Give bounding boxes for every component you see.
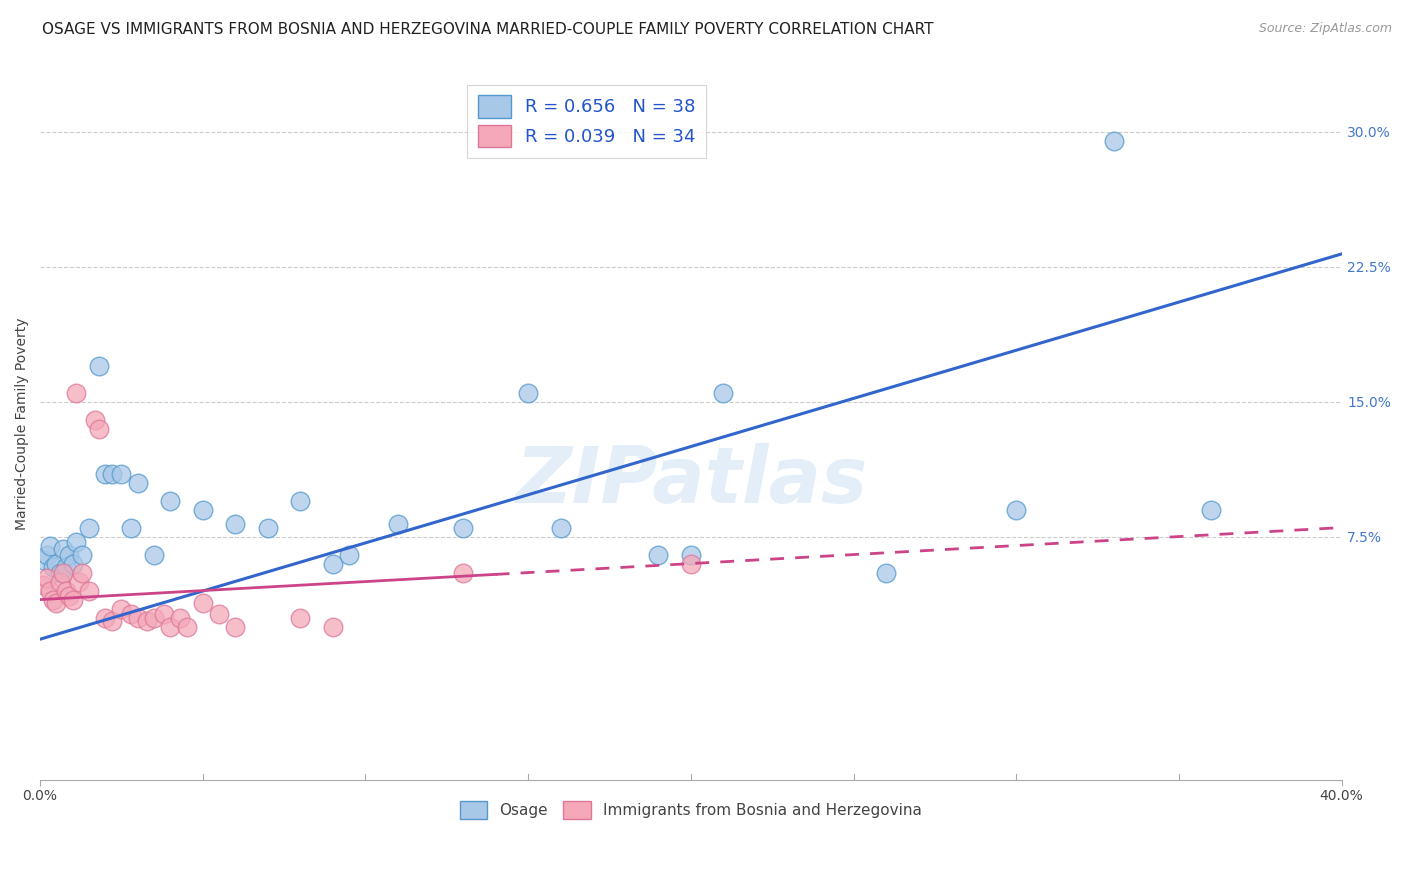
- Point: [72, 548, 94, 562]
- Point: [875, 566, 897, 580]
- Point: [322, 557, 344, 571]
- Point: [67, 574, 90, 589]
- Point: [58, 548, 80, 562]
- Point: [38, 583, 60, 598]
- Point: [110, 601, 132, 615]
- Point: [679, 557, 702, 571]
- Point: [711, 385, 734, 400]
- Point: [52, 566, 75, 580]
- Point: [159, 619, 181, 633]
- Point: [127, 610, 149, 624]
- Point: [52, 542, 75, 557]
- Point: [647, 548, 669, 562]
- Point: [387, 516, 409, 531]
- Point: [1102, 134, 1125, 148]
- Point: [87, 421, 110, 435]
- Point: [45, 557, 67, 571]
- Point: [191, 502, 214, 516]
- Point: [224, 619, 246, 633]
- Point: [100, 467, 122, 481]
- Point: [48, 574, 70, 589]
- Point: [290, 493, 312, 508]
- Point: [550, 520, 572, 534]
- Point: [322, 619, 344, 633]
- Point: [136, 614, 159, 628]
- Point: [94, 610, 117, 624]
- Point: [257, 520, 280, 534]
- Point: [58, 589, 80, 603]
- Point: [191, 596, 214, 610]
- Point: [72, 566, 94, 580]
- Point: [55, 560, 77, 574]
- Point: [62, 592, 84, 607]
- Point: [120, 607, 142, 621]
- Point: [84, 412, 107, 426]
- Point: [87, 359, 110, 373]
- Text: ZIPatlas: ZIPatlas: [515, 443, 868, 519]
- Point: [143, 610, 166, 624]
- Point: [517, 385, 540, 400]
- Point: [337, 548, 360, 562]
- Point: [120, 520, 142, 534]
- Point: [55, 583, 77, 598]
- Point: [208, 607, 231, 621]
- Point: [143, 548, 166, 562]
- Point: [152, 607, 174, 621]
- Point: [65, 535, 87, 549]
- Point: [100, 614, 122, 628]
- Text: OSAGE VS IMMIGRANTS FROM BOSNIA AND HERZEGOVINA MARRIED-COUPLE FAMILY POVERTY CO: OSAGE VS IMMIGRANTS FROM BOSNIA AND HERZ…: [42, 22, 934, 37]
- Point: [1201, 502, 1223, 516]
- Y-axis label: Married-Couple Family Poverty: Married-Couple Family Poverty: [15, 318, 30, 531]
- Point: [32, 553, 55, 567]
- Point: [77, 520, 100, 534]
- Point: [110, 467, 132, 481]
- Point: [451, 520, 474, 534]
- Legend: Osage, Immigrants from Bosnia and Herzegovina: Osage, Immigrants from Bosnia and Herzeg…: [454, 795, 928, 825]
- Point: [176, 619, 198, 633]
- Point: [127, 475, 149, 490]
- Point: [48, 566, 70, 580]
- Text: Source: ZipAtlas.com: Source: ZipAtlas.com: [1258, 22, 1392, 36]
- Point: [32, 578, 55, 592]
- Point: [62, 557, 84, 571]
- Point: [42, 592, 65, 607]
- Point: [159, 493, 181, 508]
- Point: [290, 610, 312, 624]
- Point: [77, 583, 100, 598]
- Point: [679, 548, 702, 562]
- Point: [451, 566, 474, 580]
- Point: [35, 571, 58, 585]
- Point: [65, 385, 87, 400]
- Point: [45, 596, 67, 610]
- Point: [38, 539, 60, 553]
- Point: [35, 548, 58, 562]
- Point: [1005, 502, 1028, 516]
- Point: [94, 467, 117, 481]
- Point: [42, 560, 65, 574]
- Point: [224, 516, 246, 531]
- Point: [169, 610, 191, 624]
